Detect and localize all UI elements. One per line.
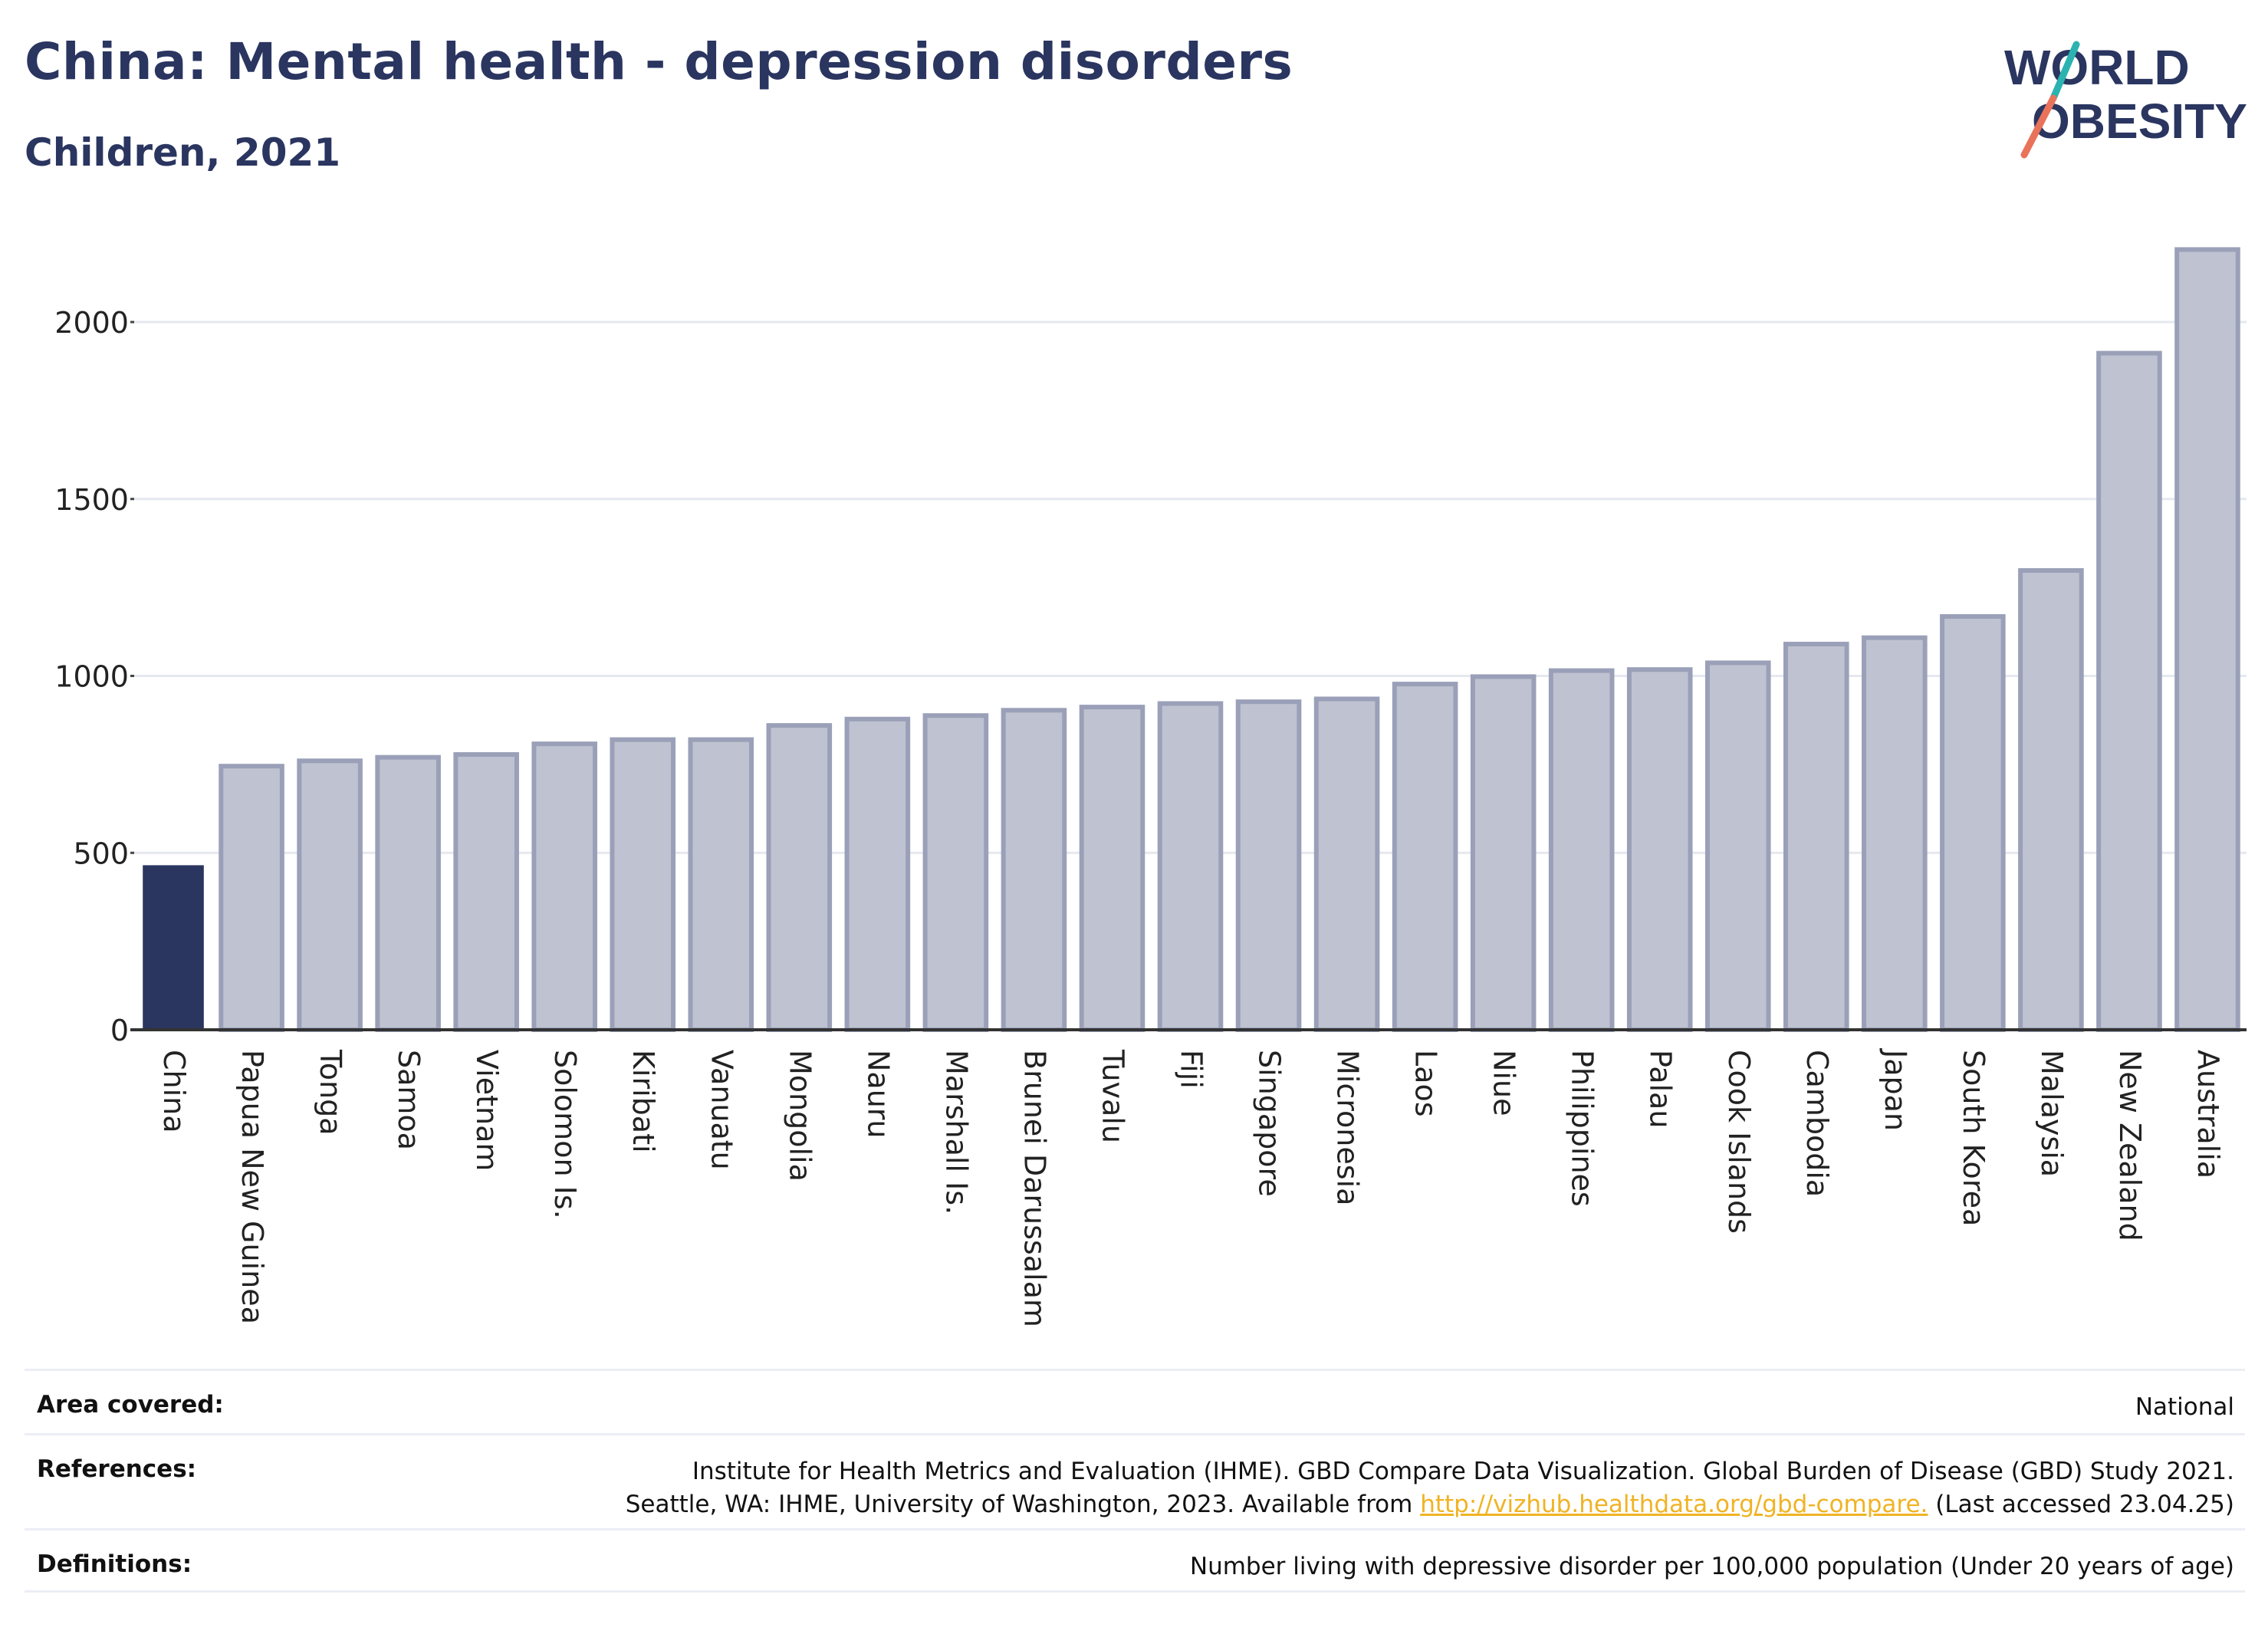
x-tick-label: Vietnam xyxy=(470,1050,504,1171)
x-tick-label: Micronesia xyxy=(1331,1050,1365,1205)
bar-japan xyxy=(1862,635,1928,1033)
references-line2-post: (Last accessed 23.04.25) xyxy=(1928,1491,2234,1518)
world-obesity-logo: WORLD OBESITY xyxy=(2004,40,2247,159)
bar-samoa xyxy=(375,755,441,1033)
x-tick-label: Brunei Darussalam xyxy=(1017,1050,1051,1327)
x-tick-label: Fiji xyxy=(1175,1050,1208,1089)
y-tick-label: 500 xyxy=(73,837,129,870)
bars xyxy=(143,247,2240,1033)
x-tick-label: Tonga xyxy=(314,1049,347,1136)
bar-vietnam xyxy=(453,751,519,1032)
x-tick-label: Singapore xyxy=(1253,1050,1287,1197)
bar-mongolia xyxy=(766,723,833,1032)
bar-china xyxy=(143,865,204,1030)
info-row-references: References: Institute for Health Metrics… xyxy=(25,1433,2245,1528)
bar-laos xyxy=(1392,682,1458,1032)
bar-palau xyxy=(1626,667,1693,1032)
y-tick-label: 1000 xyxy=(54,660,129,694)
info-row-area: Area covered: National xyxy=(25,1369,2245,1433)
bar-philippines xyxy=(1548,668,1615,1032)
bar-cambodia xyxy=(1783,641,1849,1033)
x-tick-label: Nauru xyxy=(861,1050,895,1139)
x-tick-label: Japan xyxy=(1878,1048,1912,1131)
x-tick-label: Australia xyxy=(2191,1050,2225,1179)
x-tick-label: Laos xyxy=(1409,1050,1443,1117)
bar-fiji xyxy=(1157,701,1224,1032)
references-link[interactable]: http://vizhub.healthdata.org/gbd-compare… xyxy=(1420,1491,1928,1518)
bar-tonga xyxy=(297,758,363,1032)
x-tick-label: Cook Islands xyxy=(1722,1050,1756,1234)
references-label: References: xyxy=(37,1455,197,1483)
x-tick-label: Kiribati xyxy=(626,1050,660,1153)
bar-cook-islands xyxy=(1704,660,1771,1032)
definitions-label: Definitions: xyxy=(37,1550,192,1578)
x-tick-label: Solomon Is. xyxy=(548,1050,582,1219)
x-tick-label: South Korea xyxy=(1957,1050,1990,1226)
bar-new-zealand xyxy=(2096,350,2162,1032)
bar-papua-new-guinea xyxy=(219,764,284,1032)
chart-title: China: Mental health - depression disord… xyxy=(25,32,1293,91)
references-value: Institute for Health Metrics and Evaluat… xyxy=(626,1455,2234,1521)
info-row-definitions: Definitions: Number living with depressi… xyxy=(25,1528,2245,1593)
bar-australia xyxy=(2174,247,2240,1032)
y-tick-label: 1500 xyxy=(54,483,129,517)
x-tick-label: Tuvalu xyxy=(1096,1049,1129,1143)
logo-slash-coral xyxy=(2020,94,2057,159)
area-covered-label: Area covered: xyxy=(37,1391,224,1419)
x-tick-label: Marshall Is. xyxy=(939,1050,973,1215)
chart-subtitle: Children, 2021 xyxy=(25,130,341,175)
x-tick-label: Cambodia xyxy=(1800,1050,1834,1197)
y-tick-label: 0 xyxy=(110,1014,129,1047)
bar-chart: 0 500 1000 1500 2000 China Papua New Guinea To… xyxy=(54,247,2247,1327)
x-tick-label: Samoa xyxy=(392,1050,426,1150)
references-line1: Institute for Health Metrics and Evaluat… xyxy=(692,1458,2234,1485)
x-tick-label: Vanuatu xyxy=(705,1050,738,1170)
logo-word-world: WORLD xyxy=(2004,40,2190,95)
bar-tuvalu xyxy=(1079,705,1146,1032)
bar-niue xyxy=(1470,674,1537,1032)
x-tick-label: Mongolia xyxy=(783,1050,817,1182)
bar-marshall-is- xyxy=(922,713,989,1032)
x-axis-labels: China Papua New Guinea Tonga Samoa Vietnam So… xyxy=(157,1048,2225,1327)
bar-kiribati xyxy=(610,737,676,1032)
x-tick-label: Palau xyxy=(1644,1050,1678,1128)
x-tick-label: Papua New Guinea xyxy=(235,1050,269,1324)
x-tick-label: New Zealand xyxy=(2113,1050,2147,1241)
bar-singapore xyxy=(1235,699,1302,1032)
y-tick-label: 2000 xyxy=(54,306,129,340)
x-tick-label: China xyxy=(157,1050,191,1133)
x-tick-label: Philippines xyxy=(1566,1050,1599,1207)
x-tick-label: Malaysia xyxy=(2035,1050,2069,1177)
definitions-value: Number living with depressive disorder p… xyxy=(1189,1553,2234,1580)
bar-nauru xyxy=(844,716,911,1032)
bar-micronesia xyxy=(1313,696,1380,1032)
logo-slash-teal xyxy=(2049,41,2080,102)
area-covered-value: National xyxy=(2135,1393,2234,1421)
x-tick-label: Niue xyxy=(1487,1050,1521,1116)
references-line2-pre: Seattle, WA: IHME, University of Washing… xyxy=(625,1491,1421,1518)
y-axis-ticks: 0 500 1000 1500 2000 xyxy=(54,306,134,1047)
bar-brunei-darussalam xyxy=(1001,708,1067,1032)
bar-south-korea xyxy=(1940,613,2006,1032)
logo-word-obesity: OBESITY xyxy=(2032,94,2247,149)
bar-malaysia xyxy=(2018,567,2084,1032)
bar-solomon-is- xyxy=(531,741,597,1032)
bar-vanuatu xyxy=(688,737,754,1032)
info-table: Area covered: National References: Insti… xyxy=(25,1369,2245,1593)
